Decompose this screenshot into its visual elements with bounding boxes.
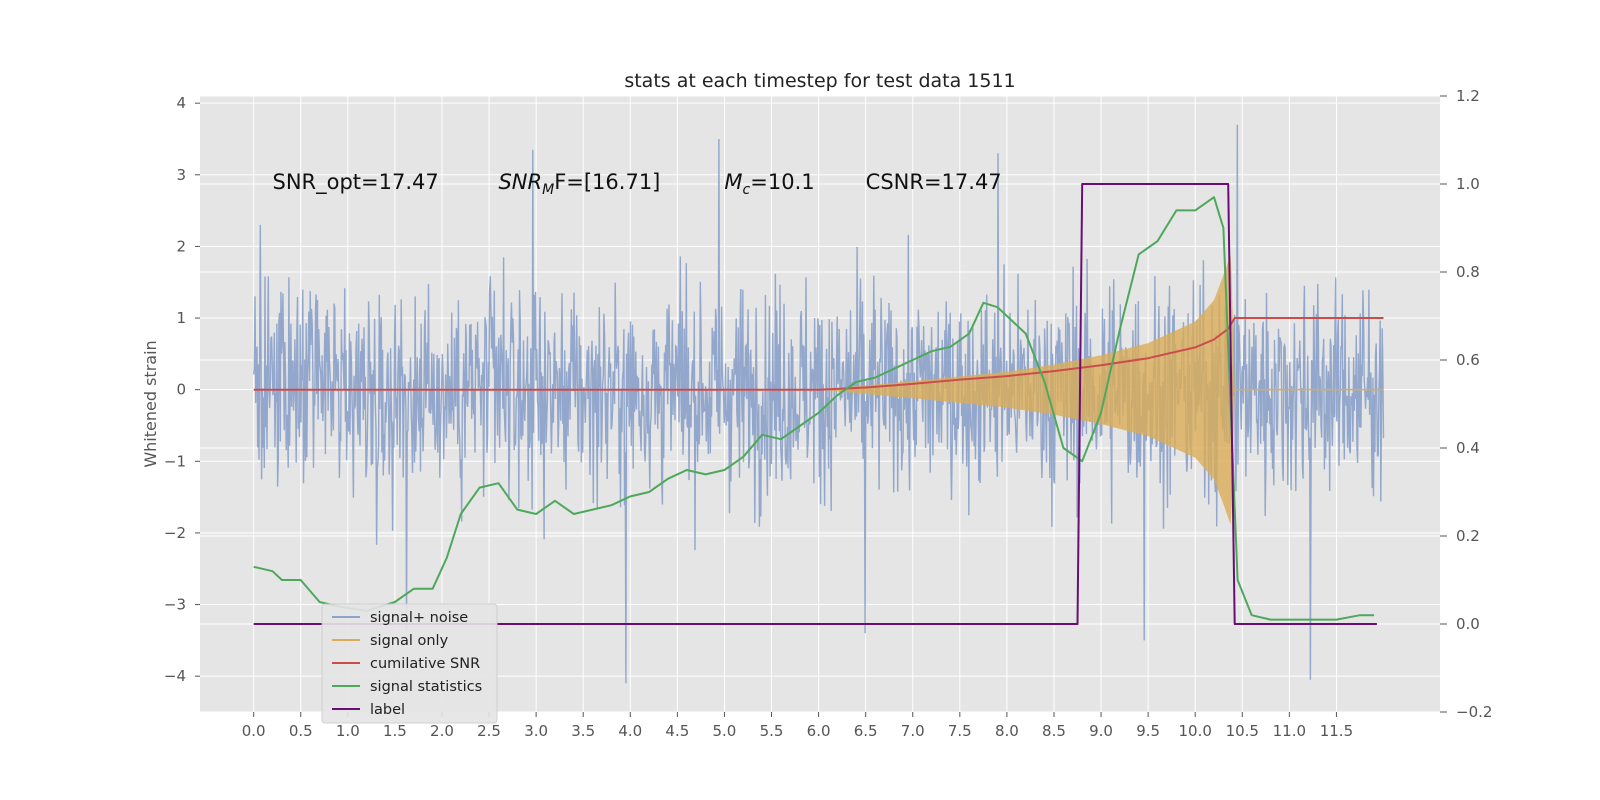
y2-tick-label: 0.4 [1456,439,1480,457]
y2-tick-label: 0.2 [1456,527,1480,545]
legend-label: cumilative SNR [370,656,480,672]
y2-tick-label: 1.0 [1456,175,1480,193]
x-tick-label: 0.5 [289,722,313,740]
signal-statistics-line [253,196,1375,621]
x-tick-label: 6.5 [854,722,878,740]
y2-tick-label: 1.2 [1456,87,1480,105]
x-tick-label: 7.0 [901,722,925,740]
x-tick-label: 6.0 [807,722,831,740]
legend-label: signal+ noise [370,610,468,626]
y2-tick-label: 0.8 [1456,263,1480,281]
legend-box [321,603,498,724]
y-tick-label: 0 [176,381,186,399]
label-line [253,183,1377,625]
x-tick-label: 8.5 [1042,722,1066,740]
annotation-text: Mc=10.1 [724,170,814,198]
y2-tick-label: −0.2 [1456,703,1492,721]
y-tick-label: 4 [176,94,186,112]
x-tick-label: 3.5 [571,722,595,740]
chart-title: stats at each timestep for test data 151… [624,70,1015,92]
annotation-text: CSNR=17.47 [866,170,1002,194]
y-tick-label: 2 [176,237,186,255]
x-tick-label: 9.0 [1089,722,1113,740]
x-tick-label: 11.0 [1273,722,1306,740]
cumulative-snr-line [253,317,1384,391]
x-tick-label: 4.5 [665,722,689,740]
grid [200,95,1440,713]
x-tick-label: 2.0 [430,722,454,740]
y2-tick-label: 0.6 [1456,351,1480,369]
y-axis-title: Whitened strain [141,340,160,467]
x-tick-label: 0.0 [242,722,266,740]
x-tick-label: 4.0 [618,722,642,740]
series-signal-only [818,254,1384,525]
x-tick-label: 10.0 [1178,722,1211,740]
x-tick-label: 1.5 [383,722,407,740]
y-tick-label: −3 [164,596,186,614]
y-tick-label: −2 [164,524,186,542]
x-tick-label: 5.0 [713,722,737,740]
legend-label: signal only [370,633,449,649]
x-tick-label: 3.0 [524,722,548,740]
legend-label: label [370,702,405,718]
x-tick-label: 2.5 [477,722,501,740]
axes: 0.0 0.5 1.0 1.5 2.0 2.5 3.0 3.5 4.0 4.5 5.0 5.5 6.0 6… [164,87,1493,740]
x-tick-label: 10.5 [1226,722,1259,740]
series-lines [253,183,1384,625]
annotation-text: SNRMF=[16.71] [498,170,660,198]
y-tick-label: 3 [176,166,186,184]
x-tick-label: 5.5 [760,722,784,740]
x-tick-label: 8.0 [995,722,1019,740]
y2-tick-label: 0.0 [1456,615,1480,633]
x-tick-label: 1.0 [336,722,360,740]
y-tick-label: −4 [164,667,186,685]
legend-label: signal statistics [370,679,482,695]
y-tick-label: −1 [164,452,186,470]
x-tick-label: 9.5 [1136,722,1160,740]
x-tick-label: 7.5 [948,722,972,740]
x-tick-label: 11.5 [1320,722,1353,740]
legend: signal+ noise signal only cumilative SNR si… [321,603,498,724]
signal-only-envelope [818,254,1235,525]
y-tick-label: 1 [176,309,186,327]
annotation-text: SNR_opt=17.47 [272,170,438,195]
annotations: SNR_opt=17.47 SNRMF=[16.71] Mc=10.1 CSNR=17… [272,170,1001,198]
